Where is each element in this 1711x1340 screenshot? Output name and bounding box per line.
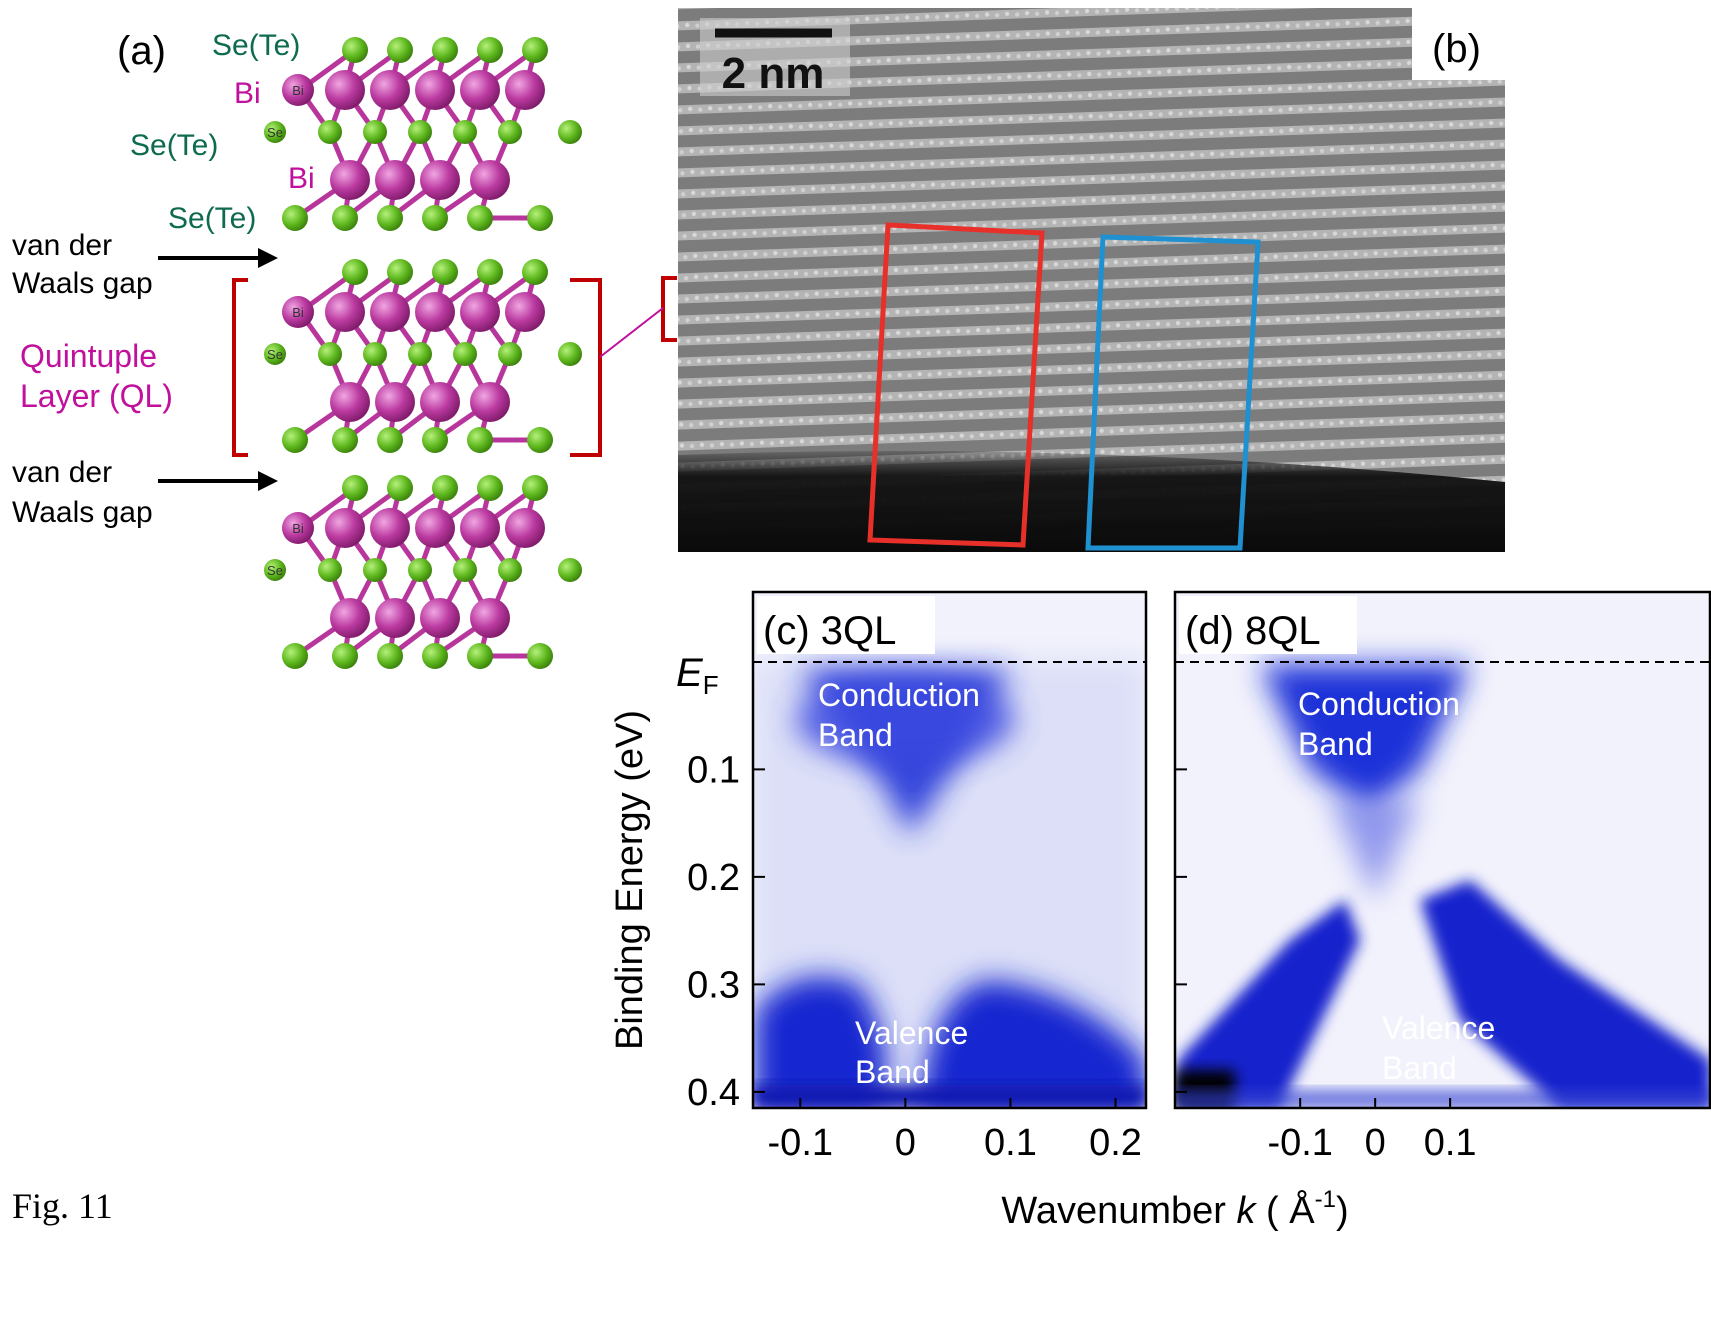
- atom-tag: Bi: [292, 83, 304, 98]
- y-tick-label: 0.4: [687, 1072, 740, 1114]
- x-tick-label: 0: [1365, 1122, 1386, 1164]
- tem-image: 2 nm (b): [678, 8, 1711, 552]
- page: { "panel_a": { "label": "(a)", "atom_lab…: [0, 0, 1711, 1340]
- layer-label-line: Quintuple: [20, 338, 157, 374]
- x-axis-title: Wavenumber k ( Å-1): [1001, 1186, 1348, 1232]
- x-tick-label: -0.1: [768, 1122, 833, 1164]
- figure: Bi Se Bi Se Bi Se (a) Se(Te) Bi Se(Te) B…: [0, 0, 1711, 1340]
- connector: [600, 308, 663, 357]
- quintuple-layer: [264, 37, 582, 231]
- atom-label: Bi: [288, 162, 315, 195]
- bracket: [234, 280, 248, 455]
- x-title-close: ): [1336, 1190, 1349, 1232]
- atom-tag: Se: [267, 347, 283, 362]
- gap-label: Waals gap: [12, 496, 153, 529]
- atom-tag: Se: [267, 125, 283, 140]
- arpes-3ql: (c) 3QL Conduction Band Valence Band: [753, 592, 1146, 1108]
- ef-subscript: F: [703, 670, 719, 700]
- arrow-head: [258, 471, 278, 491]
- atom-label: Se(Te): [212, 29, 300, 62]
- atom-label: Se(Te): [168, 202, 256, 235]
- atom-label: Bi: [234, 77, 261, 110]
- y-tick-label: 0.1: [687, 749, 740, 791]
- arrow-head: [258, 248, 278, 268]
- panel-label: (d) 8QL: [1185, 609, 1321, 653]
- band-label: Band: [818, 717, 893, 753]
- band-label: Band: [1298, 726, 1373, 762]
- x-tick-label: 0.1: [1424, 1122, 1477, 1164]
- atom-label: Se(Te): [130, 129, 218, 162]
- panel-label: (a): [117, 29, 166, 73]
- quintuple-layer: [264, 259, 582, 453]
- crystal-structure: [264, 37, 582, 669]
- y-axis-title: Binding Energy (eV): [609, 710, 651, 1050]
- layer-label: Quintuple Layer (QL): [20, 338, 173, 414]
- x-tick-label: 0.1: [984, 1122, 1037, 1164]
- band-label: Valence: [855, 1015, 968, 1051]
- x-tick-label: 0: [895, 1122, 916, 1164]
- x-title-text: Wavenumber: [1001, 1190, 1236, 1232]
- bracket: [570, 280, 600, 455]
- arpes-8ql: (d) 8QL Conduction Band Valence Band: [1175, 592, 1711, 1108]
- caption: Fig. 11: [12, 1186, 113, 1226]
- band-label: Band: [1382, 1050, 1457, 1086]
- gap-label: Waals gap: [12, 267, 153, 300]
- ef-symbol: E: [676, 651, 704, 695]
- atom-tag: Bi: [292, 305, 304, 320]
- band-label: Conduction: [1298, 686, 1460, 722]
- x-tick-label: 0.2: [1089, 1122, 1142, 1164]
- panel-label: (b): [1432, 27, 1481, 71]
- layer-label-line: Layer (QL): [20, 378, 173, 414]
- x-title-variable: k: [1237, 1190, 1258, 1232]
- band-label: Conduction: [818, 677, 980, 713]
- quintuple-layer: [264, 475, 582, 669]
- band-label: Band: [855, 1054, 930, 1090]
- atom-tags: Bi Se Bi Se Bi Se: [267, 83, 304, 578]
- panel-label: (c) 3QL: [763, 609, 896, 653]
- band-label: Valence: [1382, 1010, 1495, 1046]
- ef-label: EF: [676, 651, 719, 700]
- atom-tag: Bi: [292, 521, 304, 536]
- x-title-superscript: -1: [1315, 1186, 1336, 1213]
- x-title-unit: ( Å: [1256, 1188, 1316, 1232]
- atom-tag: Se: [267, 563, 283, 578]
- gap-label: van der: [12, 456, 112, 489]
- x-tick-label: -0.1: [1267, 1122, 1332, 1164]
- y-tick-label: 0.3: [687, 964, 740, 1006]
- gap-label: van der: [12, 229, 112, 262]
- scale-label: 2 nm: [722, 49, 825, 98]
- bracket: [663, 278, 677, 340]
- y-tick-label: 0.2: [687, 857, 740, 899]
- arrows: [158, 248, 278, 491]
